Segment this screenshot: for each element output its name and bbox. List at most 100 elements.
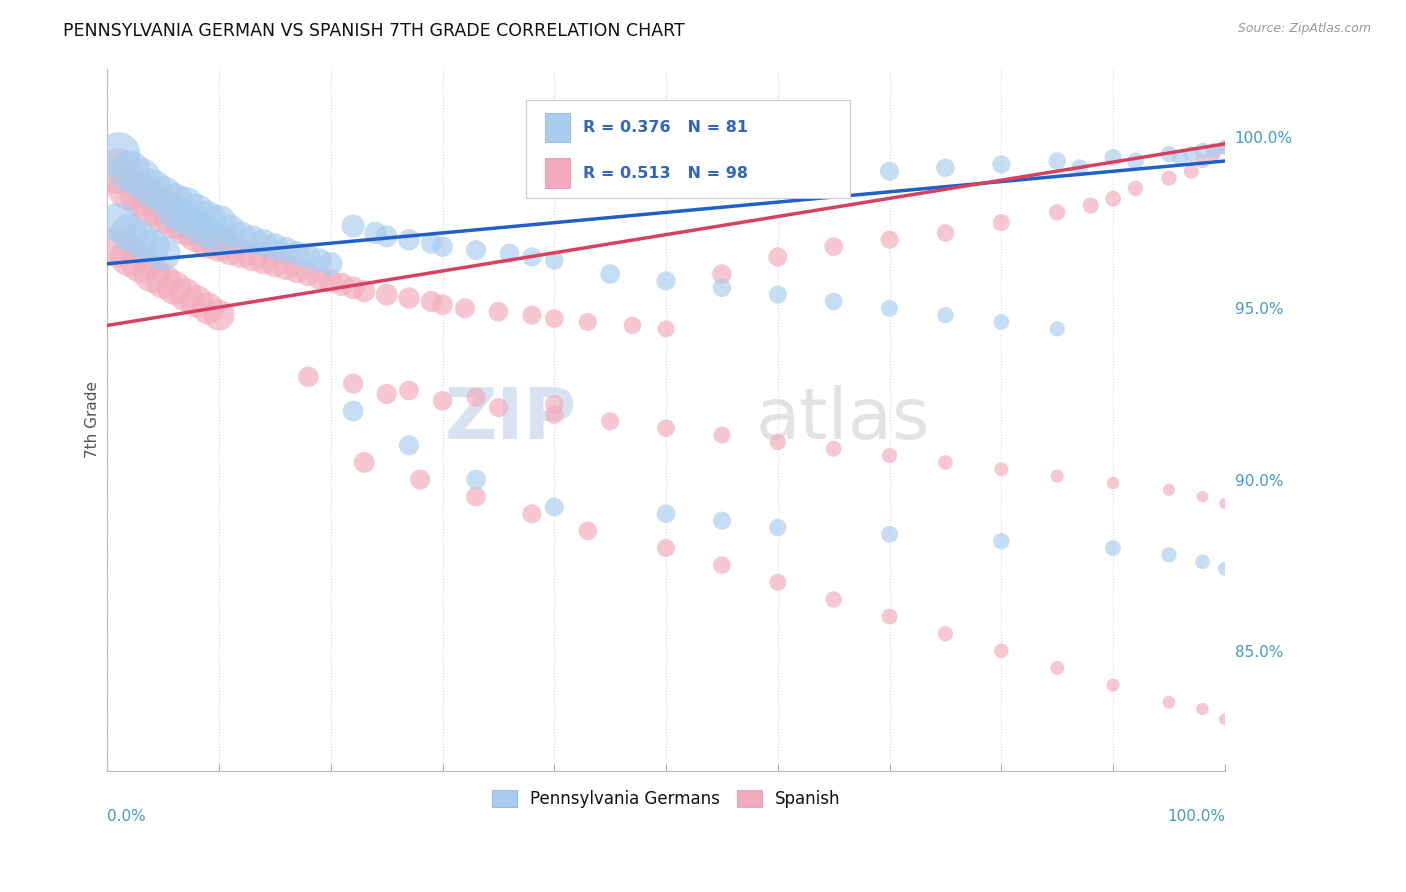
Point xyxy=(420,294,443,309)
Point xyxy=(1046,153,1069,168)
Point xyxy=(398,291,420,305)
Point xyxy=(486,401,509,415)
Point xyxy=(118,226,141,240)
Point xyxy=(576,164,599,178)
Point xyxy=(107,164,129,178)
Point xyxy=(197,212,219,227)
Point xyxy=(1046,205,1069,219)
Point xyxy=(1168,151,1191,165)
Point xyxy=(934,626,956,640)
Point xyxy=(274,260,297,275)
Point xyxy=(655,507,678,521)
Point xyxy=(274,243,297,257)
Point xyxy=(990,644,1012,658)
Point xyxy=(766,250,789,264)
Point xyxy=(710,281,733,295)
Point xyxy=(710,267,733,281)
Point xyxy=(1080,198,1102,212)
Point xyxy=(766,520,789,534)
Point xyxy=(152,205,174,219)
Point xyxy=(1157,171,1180,186)
Point xyxy=(879,609,901,624)
Point xyxy=(1157,695,1180,709)
Point xyxy=(409,473,432,487)
Point xyxy=(375,387,398,401)
Point xyxy=(174,198,197,212)
Point xyxy=(543,311,565,326)
Point xyxy=(342,404,364,418)
Point xyxy=(599,414,621,428)
Text: 100.0%: 100.0% xyxy=(1167,809,1225,824)
Point xyxy=(308,253,330,268)
Text: R = 0.376   N = 81: R = 0.376 N = 81 xyxy=(583,120,748,135)
Point xyxy=(934,161,956,175)
Point xyxy=(163,281,186,295)
Point xyxy=(420,236,443,251)
Point xyxy=(174,212,197,227)
Point xyxy=(319,274,342,288)
Point xyxy=(353,284,375,298)
Point xyxy=(231,246,253,260)
Point xyxy=(129,188,152,202)
Point xyxy=(823,442,845,456)
Point xyxy=(1046,661,1069,675)
FancyBboxPatch shape xyxy=(526,100,851,198)
Point xyxy=(174,219,197,233)
Point xyxy=(879,527,901,541)
Point xyxy=(107,147,129,161)
Point xyxy=(1213,140,1236,154)
Point xyxy=(1202,144,1225,158)
Point xyxy=(174,287,197,301)
Point xyxy=(655,274,678,288)
Point xyxy=(129,171,152,186)
Point xyxy=(486,304,509,318)
Point xyxy=(543,500,565,514)
Bar xyxy=(546,159,569,188)
Point xyxy=(465,390,488,404)
Point xyxy=(465,490,488,504)
Point xyxy=(454,301,477,316)
Point xyxy=(285,246,308,260)
Point xyxy=(208,236,231,251)
Point xyxy=(520,507,543,521)
Bar xyxy=(546,112,569,142)
Point xyxy=(990,462,1012,476)
Point xyxy=(163,195,186,210)
Point xyxy=(599,267,621,281)
Point xyxy=(498,246,520,260)
Point xyxy=(655,541,678,555)
Point xyxy=(186,226,208,240)
Point xyxy=(990,534,1012,549)
Point xyxy=(576,524,599,538)
Point xyxy=(219,243,242,257)
Point xyxy=(208,216,231,230)
Text: R = 0.513   N = 98: R = 0.513 N = 98 xyxy=(583,166,748,181)
Point xyxy=(297,267,319,281)
Point xyxy=(398,384,420,398)
Point xyxy=(655,322,678,336)
Point xyxy=(197,226,219,240)
Point xyxy=(141,239,163,253)
Point xyxy=(129,233,152,247)
Point xyxy=(1191,490,1213,504)
Text: ZIP: ZIP xyxy=(444,385,576,454)
Point xyxy=(1102,541,1125,555)
Point xyxy=(1125,181,1147,195)
Point xyxy=(710,175,733,189)
Point xyxy=(264,257,287,271)
Point xyxy=(107,216,129,230)
Point xyxy=(1191,144,1213,158)
Point xyxy=(621,171,644,186)
Point xyxy=(1125,153,1147,168)
Point xyxy=(465,243,488,257)
Point xyxy=(823,592,845,607)
Point xyxy=(107,239,129,253)
Point xyxy=(141,181,163,195)
Point xyxy=(879,301,901,316)
Point xyxy=(342,281,364,295)
Point xyxy=(766,287,789,301)
Point xyxy=(342,376,364,391)
Text: 0.0%: 0.0% xyxy=(107,809,146,824)
Point xyxy=(242,250,264,264)
Point xyxy=(242,233,264,247)
